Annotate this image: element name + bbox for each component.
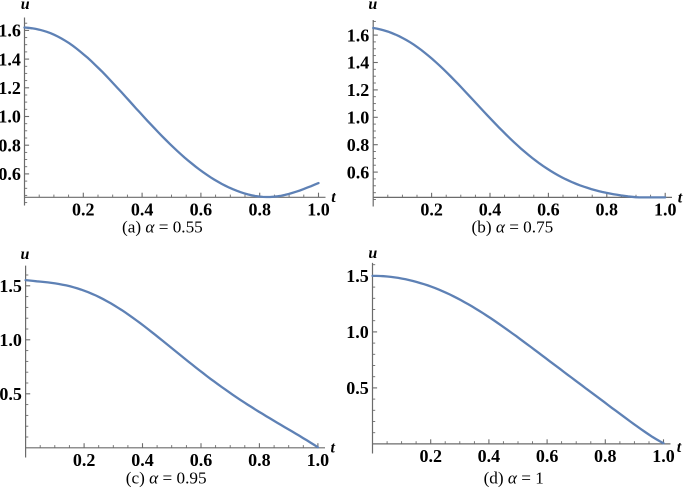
svg-text:0.2: 0.2 [419, 446, 442, 466]
svg-text:(b) α = 0.75: (b) α = 0.75 [472, 218, 554, 237]
svg-text:0.8: 0.8 [248, 450, 271, 470]
svg-text:1.5: 1.5 [346, 266, 369, 286]
svg-text:(a) α = 0.55: (a) α = 0.55 [122, 218, 203, 237]
svg-text:1.0: 1.0 [0, 330, 22, 350]
svg-text:0.6: 0.6 [347, 162, 370, 182]
svg-text:0.2: 0.2 [72, 199, 95, 219]
svg-text:1.2: 1.2 [347, 80, 370, 100]
svg-text:0.6: 0.6 [0, 164, 21, 184]
svg-text:(c) α = 0.95: (c) α = 0.95 [126, 468, 207, 487]
svg-text:t: t [331, 189, 336, 206]
svg-text:0.8: 0.8 [347, 135, 370, 155]
svg-text:1.4: 1.4 [347, 53, 370, 73]
svg-text:0.8: 0.8 [0, 135, 21, 155]
svg-text:1.6: 1.6 [347, 25, 370, 45]
svg-text:u: u [20, 246, 29, 263]
svg-text:0.4: 0.4 [479, 199, 502, 219]
svg-text:t: t [677, 439, 682, 456]
svg-text:1.4: 1.4 [0, 49, 21, 69]
svg-text:1.2: 1.2 [0, 78, 21, 98]
svg-text:(d) α = 1: (d) α = 1 [484, 468, 544, 487]
svg-text:u: u [21, 0, 30, 13]
svg-text:u: u [368, 245, 377, 262]
svg-text:1.0: 1.0 [0, 107, 21, 127]
svg-text:1.0: 1.0 [652, 446, 675, 466]
svg-text:1.0: 1.0 [654, 199, 677, 219]
svg-text:0.2: 0.2 [73, 450, 96, 470]
svg-text:0.5: 0.5 [0, 384, 22, 404]
svg-text:0.6: 0.6 [190, 450, 213, 470]
svg-text:1.5: 1.5 [0, 276, 22, 296]
svg-text:0.6: 0.6 [537, 199, 560, 219]
svg-text:1.0: 1.0 [307, 199, 330, 219]
svg-text:0.8: 0.8 [248, 199, 271, 219]
svg-text:0.6: 0.6 [536, 446, 559, 466]
svg-text:1.6: 1.6 [0, 21, 21, 41]
svg-text:0.4: 0.4 [131, 450, 154, 470]
svg-text:0.6: 0.6 [190, 199, 213, 219]
svg-text:0.4: 0.4 [131, 199, 154, 219]
svg-text:1.0: 1.0 [347, 108, 370, 128]
svg-text:t: t [330, 439, 335, 456]
svg-text:0.8: 0.8 [596, 199, 619, 219]
svg-text:u: u [368, 0, 377, 13]
svg-text:1.0: 1.0 [346, 322, 369, 342]
svg-text:t: t [678, 189, 683, 206]
svg-text:0.2: 0.2 [420, 199, 443, 219]
svg-text:0.4: 0.4 [478, 446, 501, 466]
svg-text:1.0: 1.0 [307, 450, 330, 470]
svg-text:0.5: 0.5 [346, 378, 369, 398]
svg-text:0.8: 0.8 [594, 446, 617, 466]
